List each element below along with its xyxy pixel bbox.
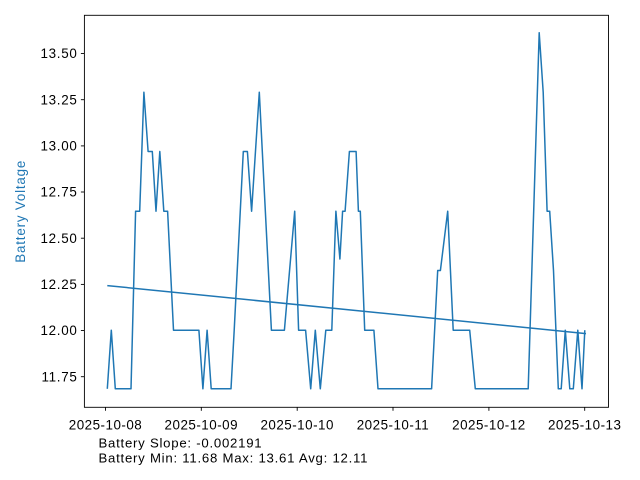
svg-text:2025-10-11: 2025-10-11 bbox=[357, 418, 430, 433]
svg-text:2025-10-13: 2025-10-13 bbox=[548, 418, 622, 433]
svg-text:Battery Voltage: Battery Voltage bbox=[13, 160, 28, 263]
svg-text:2025-10-08: 2025-10-08 bbox=[69, 418, 143, 433]
svg-text:12.75: 12.75 bbox=[40, 185, 77, 200]
svg-text:13.50: 13.50 bbox=[40, 46, 77, 61]
svg-text:12.50: 12.50 bbox=[40, 231, 77, 246]
svg-text:Battery Slope: -0.002191: Battery Slope: -0.002191 bbox=[99, 436, 263, 451]
svg-text:11.75: 11.75 bbox=[41, 369, 77, 384]
svg-text:13.00: 13.00 bbox=[40, 139, 77, 154]
svg-text:2025-10-09: 2025-10-09 bbox=[165, 418, 239, 433]
svg-text:12.25: 12.25 bbox=[40, 277, 77, 292]
svg-text:2025-10-10: 2025-10-10 bbox=[260, 418, 334, 433]
svg-text:Battery Min: 11.68 Max: 13.61: Battery Min: 11.68 Max: 13.61 Avg: 12.11 bbox=[99, 451, 369, 466]
svg-text:13.25: 13.25 bbox=[40, 92, 77, 107]
svg-text:2025-10-12: 2025-10-12 bbox=[452, 418, 526, 433]
svg-text:12.00: 12.00 bbox=[40, 323, 77, 338]
